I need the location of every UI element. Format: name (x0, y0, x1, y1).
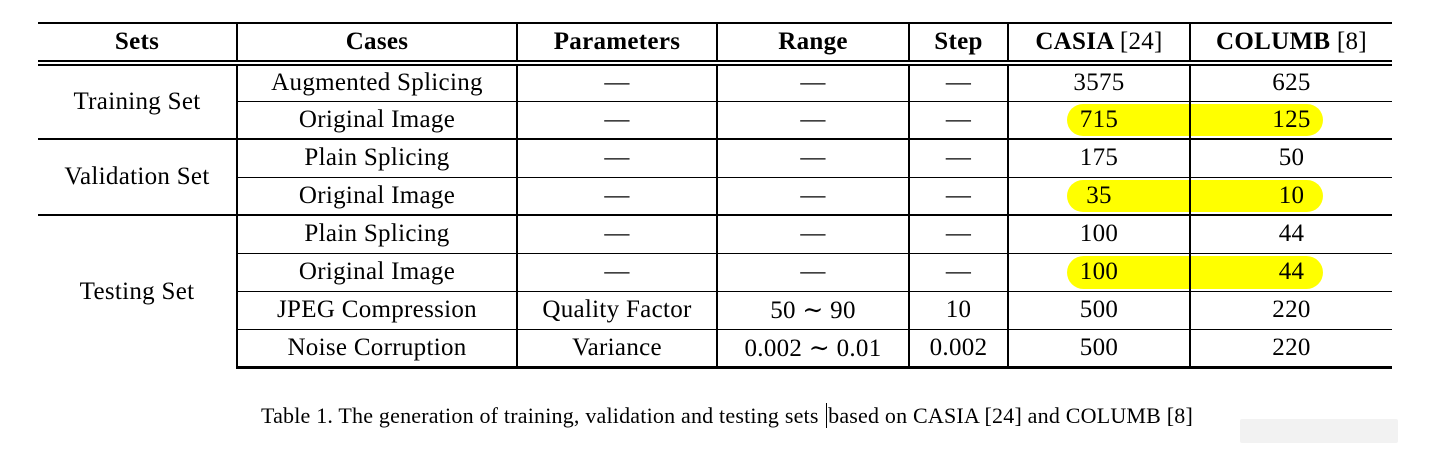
yellow-highlight-marker (1191, 103, 1323, 136)
header-columb-label: COLUMB (1216, 28, 1331, 55)
columb-value-cell: 44 (1190, 214, 1392, 253)
table-row: JPEG Compression Quality Factor 50 ∼ 90 … (38, 290, 1392, 329)
step-cell: 10 (909, 290, 1009, 329)
casia-value-cell: 715 (1008, 100, 1191, 139)
yellow-highlight-marker (1067, 179, 1189, 212)
set-cell-validation: Validation Set (38, 138, 238, 215)
table-row: Training Set Augmented Splicing — — — 35… (38, 63, 1392, 139)
casia-value: 35 (1086, 181, 1112, 209)
range-cell: — (717, 138, 910, 177)
range-cell: — (717, 100, 910, 139)
casia-value: 100 (1079, 258, 1119, 285)
header-columb: COLUMB [8] (1190, 22, 1392, 66)
columb-value: 44 (1278, 258, 1305, 285)
parameters-cell: Quality Factor (517, 290, 718, 329)
range-cell: — (717, 214, 910, 253)
columb-value-cell: 125 (1190, 100, 1392, 139)
header-step: Step (909, 22, 1009, 66)
table-row: Testing Set Plain Splicing — — — 100 44 (38, 214, 1392, 367)
set-cell-training: Training Set (38, 63, 238, 139)
table-row: Noise Corruption Variance 0.002 ∼ 0.01 0… (38, 328, 1392, 369)
header-sets: Sets (38, 22, 238, 66)
case-cell: Noise Corruption (237, 328, 518, 369)
case-cell: JPEG Compression (237, 290, 518, 329)
header-parameters: Parameters (517, 22, 718, 66)
text-cursor (825, 403, 828, 428)
yellow-highlight-marker (1191, 179, 1323, 212)
columb-value-cell: 44 (1190, 252, 1392, 291)
table-row: Original Image — — — 35 10 (38, 176, 1392, 215)
parameters-cell: — (517, 100, 718, 139)
header-columb-citation: [8] (1336, 28, 1367, 55)
parameters-cell: — (517, 63, 718, 101)
case-cell: Original Image (237, 252, 518, 291)
header-cases: Cases (237, 22, 518, 66)
casia-value-cell: 35 (1008, 176, 1191, 215)
casia-value-cell: 3575 (1008, 63, 1191, 101)
table-row: Original Image — — — 715 125 (38, 100, 1392, 139)
columb-value: 125 (1272, 105, 1311, 133)
casia-value-cell: 500 (1008, 328, 1191, 369)
columb-value-cell: 220 (1190, 290, 1392, 329)
header-range: Range (717, 22, 910, 66)
set-cell-testing: Testing Set (38, 214, 238, 367)
step-cell: — (909, 100, 1009, 139)
columb-value-cell: 220 (1190, 328, 1392, 369)
datasets-table: Sets Cases Parameters Range Step CASIA [… (38, 22, 1392, 369)
table-caption: Table 1. The generation of training, val… (0, 398, 1438, 434)
yellow-highlight-marker (1067, 103, 1189, 136)
parameters-cell: — (517, 176, 718, 215)
parameters-cell: — (517, 138, 718, 177)
columb-value-cell: 10 (1190, 176, 1392, 215)
selection-artifact (1240, 419, 1398, 443)
columb-value: 10 (1278, 181, 1305, 209)
parameters-cell: Variance (517, 328, 718, 369)
table-row: Original Image — — — 100 44 (38, 252, 1392, 291)
case-cell: Plain Splicing (237, 214, 518, 253)
casia-value-cell: 175 (1008, 138, 1191, 177)
header-casia-label: CASIA (1035, 28, 1114, 55)
step-cell: — (909, 63, 1009, 101)
case-cell: Original Image (237, 176, 518, 215)
caption-text-before-cursor[interactable]: Table 1. The generation of training, val… (260, 403, 819, 428)
caption-text-after-cursor[interactable]: based on CASIA [24] and COLUMB [8] (828, 403, 1194, 428)
range-cell: 0.002 ∼ 0.01 (717, 328, 910, 369)
case-cell: Plain Splicing (237, 138, 518, 177)
header-row: Sets Cases Parameters Range Step CASIA [… (38, 22, 1392, 66)
range-cell: — (717, 176, 910, 215)
step-cell: — (909, 138, 1009, 177)
parameters-cell: — (517, 214, 718, 253)
yellow-highlight-marker (1191, 255, 1323, 289)
step-cell: — (909, 176, 1009, 215)
step-cell: 0.002 (909, 328, 1009, 369)
table-container: Sets Cases Parameters Range Step CASIA [… (38, 22, 1392, 369)
header-casia-citation: [24] (1119, 28, 1163, 55)
casia-value-cell: 500 (1008, 290, 1191, 329)
parameters-cell: — (517, 252, 718, 291)
step-cell: — (909, 214, 1009, 253)
case-cell: Augmented Splicing (237, 63, 518, 101)
range-cell: 50 ∼ 90 (717, 290, 910, 329)
columb-value-cell: 625 (1272, 69, 1311, 97)
table-row: Validation Set Plain Splicing — — — 175 … (38, 138, 1392, 215)
range-cell: — (717, 63, 910, 101)
casia-value-cell: 100 (1008, 214, 1191, 253)
step-cell: — (909, 252, 1009, 291)
casia-value: 715 (1079, 105, 1119, 133)
header-casia: CASIA [24] (1008, 22, 1191, 66)
columb-value-cell: 50 (1190, 138, 1392, 177)
case-cell: Original Image (237, 100, 518, 139)
yellow-highlight-marker (1067, 255, 1189, 289)
range-cell: — (717, 252, 910, 291)
casia-value-cell: 100 (1008, 252, 1191, 291)
